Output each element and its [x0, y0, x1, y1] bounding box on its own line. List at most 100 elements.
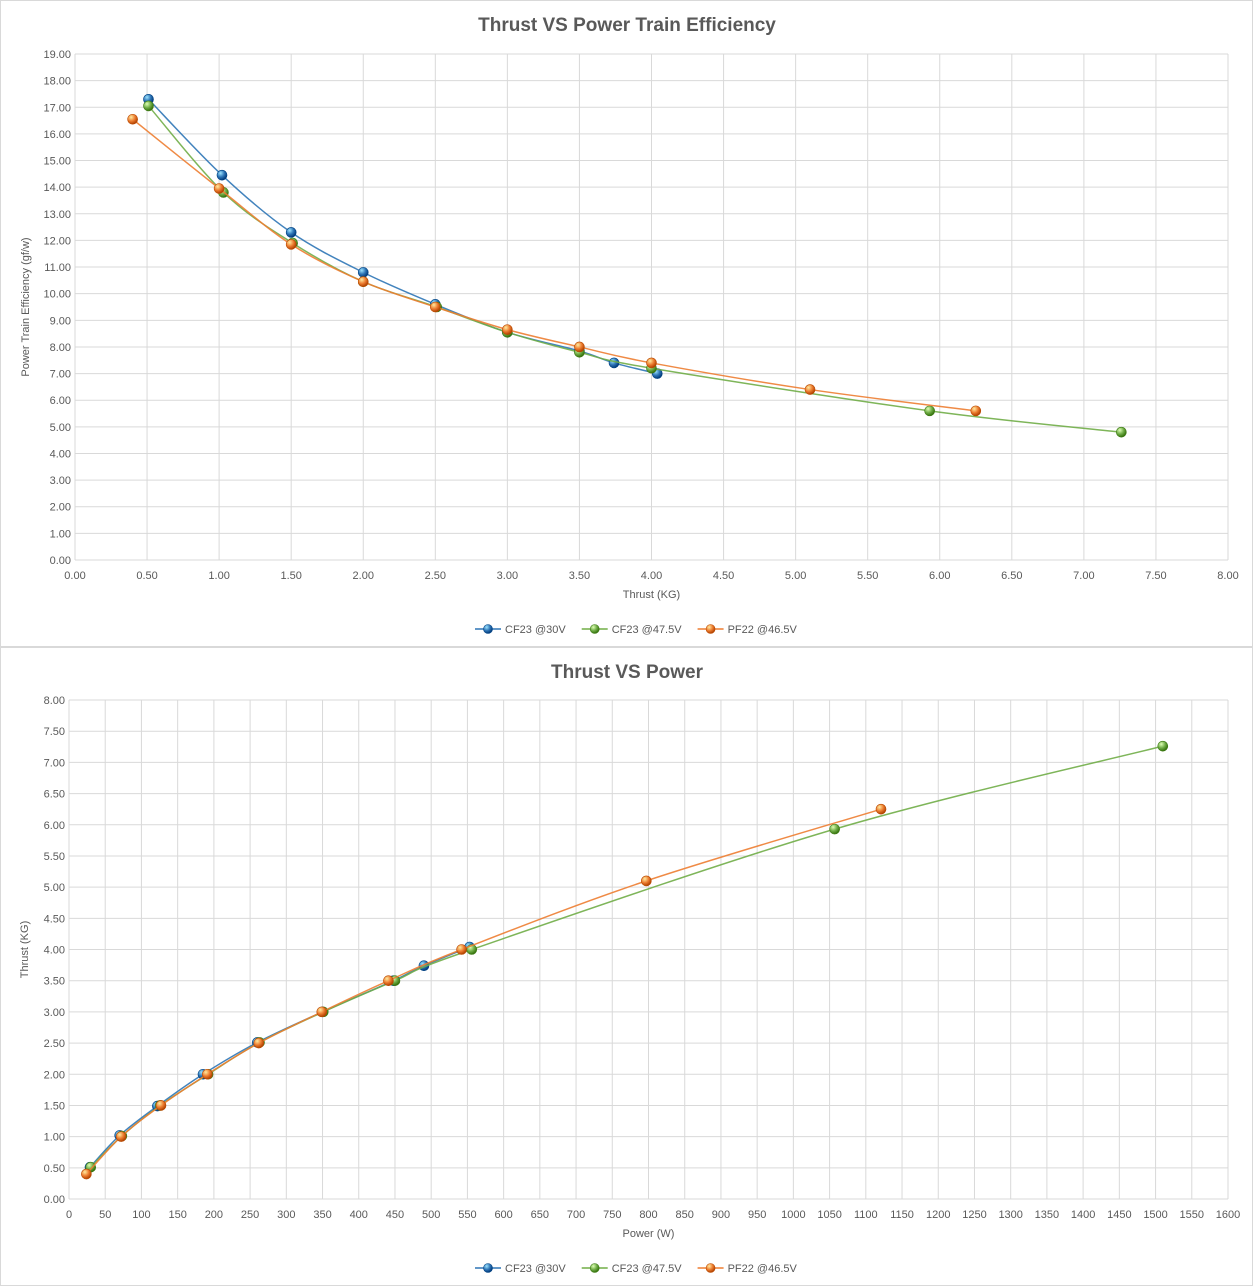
x-tick-label: 950 [748, 1209, 766, 1221]
gridlines [68, 699, 1229, 1200]
chart-panel-efficiency: Thrust VS Power Train Efficiency 0.00 1.00… [0, 0, 1253, 647]
y-tick-label: 10.00 [43, 289, 71, 301]
legend-label: PF22 @46.5V [728, 624, 798, 636]
x-tick-label: 850 [676, 1209, 694, 1221]
data-point [202, 1068, 213, 1080]
data-point [804, 384, 816, 395]
y-tick-label: 3.00 [50, 475, 71, 487]
data-point [608, 357, 620, 369]
series-cf23-30v [84, 941, 475, 1173]
chart-thrust-power: Thrust VS Power 0.00 0.50 1.00 1.50 2.00 2.50 3… [19, 662, 1240, 1275]
y-tick-label: 0.50 [44, 1163, 65, 1175]
y-tick-label: 5.00 [44, 882, 65, 894]
x-tick-label: 1.00 [208, 570, 229, 582]
x-tick-label: 600 [494, 1209, 512, 1221]
legend: CF23 @30V CF23 @47.5V PF22 @46.5V [475, 624, 798, 636]
legend: CF23 @30V CF23 @47.5V PF22 @46.5V [475, 1263, 798, 1275]
x-tick-label: 2.50 [425, 570, 446, 582]
x-tick-label: 1300 [998, 1209, 1022, 1221]
x-tick-label: 4.50 [713, 570, 734, 582]
y-tick-label: 9.00 [50, 315, 71, 327]
data-point [456, 944, 467, 955]
data-point [155, 1100, 167, 1111]
chart-efficiency: Thrust VS Power Train Efficiency 0.00 1.00… [20, 15, 1239, 636]
data-point [143, 100, 154, 112]
y-tick-label: 18.00 [43, 76, 71, 88]
data-point [285, 227, 297, 238]
x-tick-label: 750 [603, 1209, 621, 1221]
legend-item: PF22 @46.5V [697, 624, 798, 636]
chart-title: Thrust VS Power [551, 662, 704, 683]
x-axis-label: Power (W) [623, 1228, 675, 1240]
y-axis-label: Thrust (KG) [19, 921, 31, 978]
y-tick-label: 0.00 [44, 1194, 65, 1206]
x-tick-label: 1.50 [280, 570, 301, 582]
x-tick-label: 1100 [854, 1209, 878, 1221]
legend-label: CF23 @30V [505, 624, 566, 636]
data-point [646, 357, 657, 369]
x-tick-label: 1150 [890, 1209, 914, 1221]
y-tick-label: 13.00 [43, 209, 71, 221]
series-line [85, 808, 882, 1175]
x-tick-label: 550 [458, 1209, 476, 1221]
data-point [253, 1037, 265, 1049]
legend-marker [483, 624, 493, 634]
data-point [970, 405, 982, 417]
data-point [316, 1006, 328, 1018]
x-tick-label: 7.50 [1145, 570, 1166, 582]
data-point [574, 341, 585, 353]
y-tick-label: 4.50 [44, 913, 65, 925]
y-tick-label: 12.00 [43, 235, 71, 247]
series-line [89, 946, 470, 1168]
x-tick-label: 50 [99, 1209, 111, 1221]
x-tick-label: 150 [168, 1209, 186, 1221]
x-tick-label: 650 [531, 1209, 549, 1221]
y-tick-label: 5.00 [50, 422, 71, 434]
data-point [1157, 740, 1169, 752]
series-line [90, 745, 1163, 1168]
x-tick-label: 900 [712, 1209, 730, 1221]
y-tick-label: 2.00 [44, 1069, 65, 1081]
x-tick-label: 1600 [1216, 1209, 1240, 1221]
series-pf22-46-5v [81, 803, 887, 1180]
series-line [147, 105, 1122, 433]
y-tick-label: 1.00 [44, 1132, 65, 1144]
data-point [216, 169, 228, 181]
series-cf23-47-5v [85, 740, 1169, 1173]
series-line [132, 118, 976, 412]
x-tick-label: 100 [132, 1209, 150, 1221]
x-tick-label: 3.50 [569, 570, 590, 582]
y-tick-label: 11.00 [44, 262, 71, 274]
y-tick-label: 6.00 [44, 820, 65, 832]
y-tick-label: 2.00 [50, 502, 71, 514]
legend-label: PF22 @46.5V [728, 1263, 798, 1275]
gridlines [74, 53, 1229, 561]
x-tick-label: 350 [313, 1209, 331, 1221]
x-tick-label: 500 [422, 1209, 440, 1221]
x-tick-label: 1550 [1180, 1209, 1204, 1221]
y-tick-label: 4.00 [50, 448, 71, 460]
x-tick-label: 250 [241, 1209, 259, 1221]
y-tick-label: 19.00 [43, 49, 71, 61]
legend-item: PF22 @46.5V [697, 1263, 798, 1275]
legend-item: CF23 @30V [475, 1263, 566, 1275]
x-tick-label: 800 [639, 1209, 657, 1221]
legend-item: CF23 @30V [475, 624, 566, 636]
data-point [430, 301, 441, 313]
y-tick-label: 15.00 [43, 156, 71, 168]
data-point [875, 803, 887, 815]
data-point [924, 405, 935, 417]
x-tick-label: 0.00 [64, 570, 85, 582]
x-tick-label: 5.00 [785, 570, 806, 582]
legend-marker [705, 1263, 716, 1273]
y-tick-label: 8.00 [50, 342, 71, 354]
data-point [81, 1168, 92, 1180]
legend-marker [483, 1263, 493, 1273]
legend-label: CF23 @30V [505, 1263, 566, 1275]
legend-marker [705, 624, 716, 634]
y-tick-label: 16.00 [43, 129, 71, 141]
series-line [147, 98, 658, 375]
x-tick-label: 400 [350, 1209, 368, 1221]
legend-item: CF23 @47.5V [581, 1263, 682, 1275]
x-axis-label: Thrust (KG) [623, 589, 680, 601]
